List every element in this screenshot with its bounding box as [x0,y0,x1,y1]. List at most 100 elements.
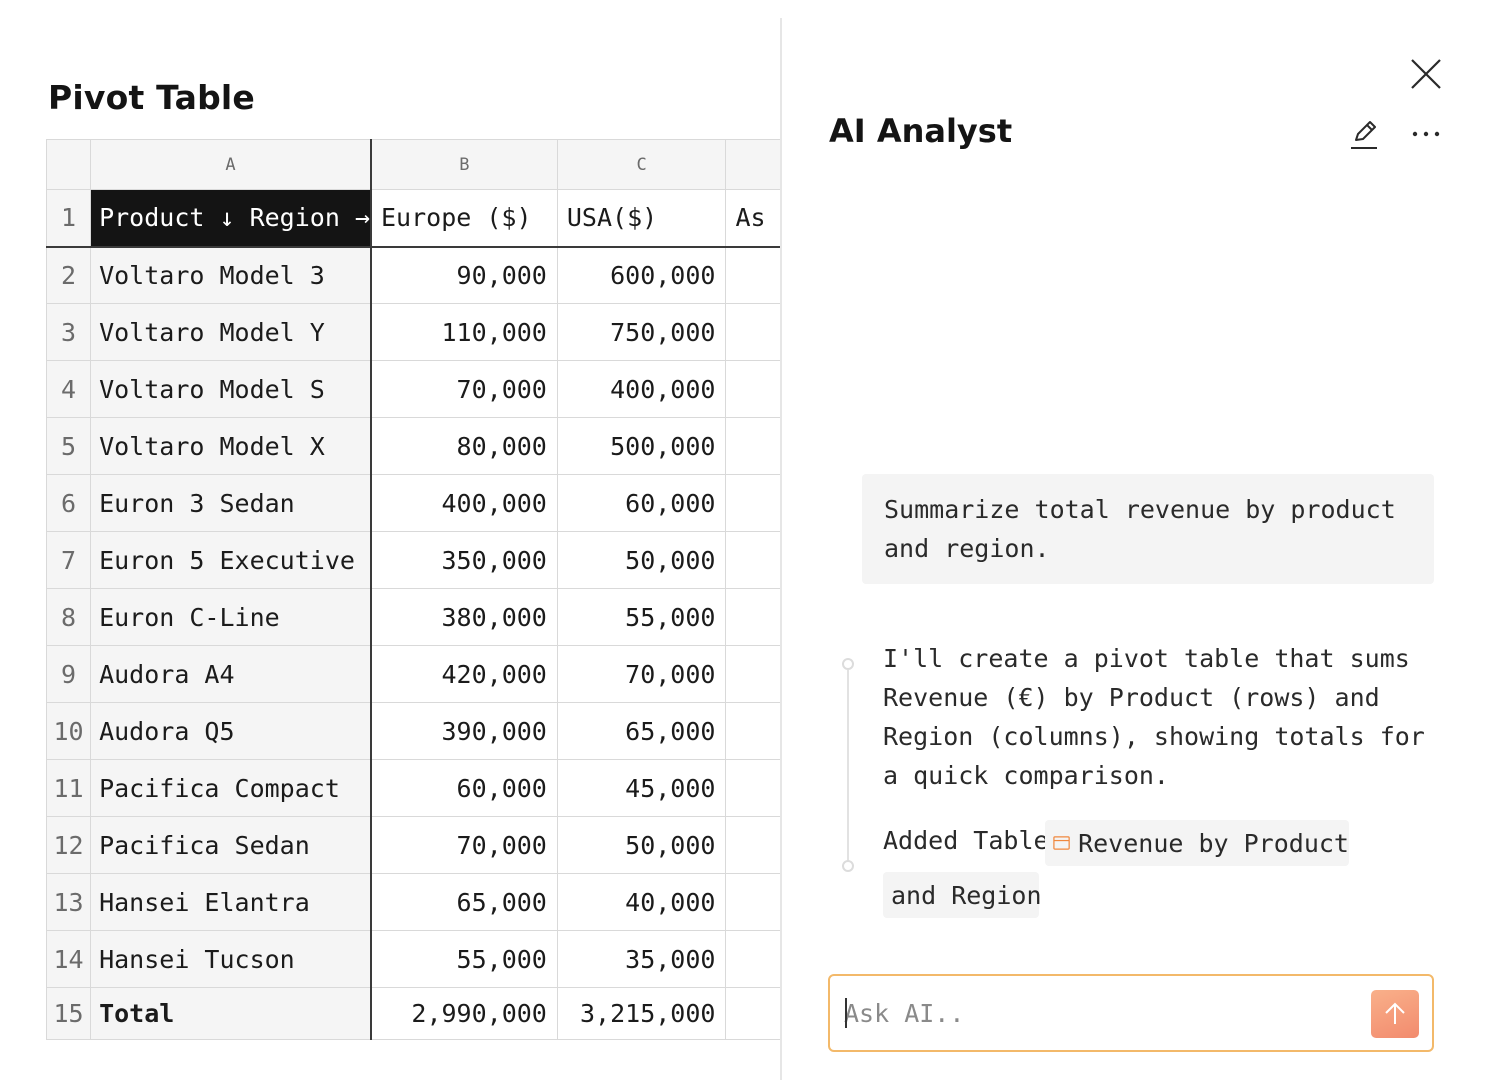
cell-product[interactable]: Hansei Tucson [90,930,373,988]
cell-header-partial[interactable]: As [725,189,781,248]
cell-product[interactable]: Euron 3 Sedan [90,474,373,532]
cell-europe[interactable]: 350,000 [370,531,558,589]
cell-europe[interactable]: 420,000 [370,645,558,703]
cell-partial[interactable] [725,360,781,418]
cell-europe[interactable]: 70,000 [370,816,558,874]
cell-product[interactable]: Voltaro Model Y [90,303,373,361]
arrow-up-icon [1385,1002,1405,1024]
row-number[interactable]: 5 [45,417,92,475]
cell-partial[interactable] [725,702,781,760]
table-row: 2 Voltaro Model 3 90,000 600,000 [45,246,781,304]
close-button[interactable] [1406,54,1446,94]
cell-product[interactable]: Voltaro Model X [90,417,373,475]
cell-europe[interactable]: 70,000 [370,360,558,418]
column-header-b[interactable]: B [370,139,558,190]
cell-europe[interactable]: 60,000 [370,759,558,817]
cell-usa[interactable]: 400,000 [556,360,727,418]
cell-europe[interactable]: 55,000 [370,930,558,988]
cell-europe[interactable]: 400,000 [370,474,558,532]
cell-usa[interactable]: 600,000 [556,246,727,304]
row-number[interactable]: 7 [45,531,92,589]
cell-partial[interactable] [725,873,781,931]
row-number[interactable]: 10 [45,702,92,760]
cell-usa[interactable]: 35,000 [556,930,727,988]
cell-product[interactable]: Audora A4 [90,645,373,703]
cell-usa[interactable]: 500,000 [556,417,727,475]
column-header-a[interactable]: A [90,139,373,190]
cell-total-partial[interactable] [725,987,781,1040]
cell-usa[interactable]: 50,000 [556,816,727,874]
cell-total-europe[interactable]: 2,990,000 [370,987,558,1040]
cell-partial[interactable] [725,303,781,361]
cell-header-europe[interactable]: Europe ($) [370,189,558,248]
cell-europe[interactable]: 390,000 [370,702,558,760]
cell-product[interactable]: Voltaro Model 3 [90,246,373,304]
cell-europe[interactable]: 80,000 [370,417,558,475]
more-options-button[interactable] [1408,116,1444,152]
sheet-pane: Pivot Table A B C 1 Product ↓ Region → E… [45,78,781,1040]
cell-europe[interactable]: 110,000 [370,303,558,361]
table-link-chip-continued[interactable]: and Region [883,872,1042,918]
table-link-chip[interactable]: Revenue by Product [1045,820,1349,866]
cell-europe[interactable]: 90,000 [370,246,558,304]
row-number[interactable]: 2 [45,246,92,304]
row-number[interactable]: 1 [45,189,92,248]
row-number[interactable]: 3 [45,303,92,361]
added-table-label: Added Table [883,826,1049,855]
cell-partial[interactable] [725,246,781,304]
row-number[interactable]: 12 [45,816,92,874]
cell-product[interactable]: Pacifica Compact [90,759,373,817]
column-header-row: A B C [45,139,781,190]
row-number[interactable]: 13 [45,873,92,931]
cell-europe[interactable]: 65,000 [370,873,558,931]
cell-pivot-header[interactable]: Product ↓ Region → [90,189,373,248]
row-number[interactable]: 9 [45,645,92,703]
cell-usa[interactable]: 50,000 [556,531,727,589]
cell-partial[interactable] [725,531,781,589]
table-row: 8 Euron C-Line 380,000 55,000 [45,588,781,646]
cell-partial[interactable] [725,645,781,703]
row-number[interactable]: 6 [45,474,92,532]
cell-partial[interactable] [725,417,781,475]
row-number[interactable]: 8 [45,588,92,646]
cell-partial[interactable] [725,588,781,646]
row-number[interactable]: 11 [45,759,92,817]
column-header-c[interactable]: C [556,139,727,190]
cell-product[interactable]: Euron 5 Executive [90,531,373,589]
cell-usa[interactable]: 70,000 [556,645,727,703]
row-number[interactable]: 4 [45,360,92,418]
cell-usa[interactable]: 65,000 [556,702,727,760]
pane-divider[interactable] [780,18,782,1080]
table-row: 11 Pacifica Compact 60,000 45,000 [45,759,781,817]
cell-product[interactable]: Audora Q5 [90,702,373,760]
send-button[interactable] [1371,990,1419,1038]
cell-header-usa[interactable]: USA($) [556,189,727,248]
ai-analyst-panel: AI Analyst Summarize total revenue by pr… [782,0,1498,1080]
cell-partial[interactable] [725,930,781,988]
cell-partial[interactable] [725,816,781,874]
cell-product[interactable]: Pacifica Sedan [90,816,373,874]
table-row: 5 Voltaro Model X 80,000 500,000 [45,417,781,475]
ask-ai-input[interactable] [844,990,1354,1036]
cell-product[interactable]: Voltaro Model S [90,360,373,418]
cell-total-usa[interactable]: 3,215,000 [556,987,727,1040]
cell-usa[interactable]: 45,000 [556,759,727,817]
cell-partial[interactable] [725,474,781,532]
cell-usa[interactable]: 750,000 [556,303,727,361]
cell-usa[interactable]: 55,000 [556,588,727,646]
edit-button[interactable] [1346,116,1382,152]
row-number[interactable]: 14 [45,930,92,988]
cell-usa[interactable]: 40,000 [556,873,727,931]
cell-partial[interactable] [725,759,781,817]
cell-usa[interactable]: 60,000 [556,474,727,532]
cell-total-label[interactable]: Total [90,987,373,1040]
cell-product[interactable]: Euron C-Line [90,588,373,646]
cell-europe[interactable]: 380,000 [370,588,558,646]
table-row: 6 Euron 3 Sedan 400,000 60,000 [45,474,781,532]
cell-product[interactable]: Hansei Elantra [90,873,373,931]
sheet-title: Pivot Table [48,78,255,117]
column-header-d[interactable] [725,139,781,190]
table-row: 9 Audora A4 420,000 70,000 [45,645,781,703]
row-number[interactable]: 15 [45,987,92,1040]
corner-cell[interactable] [45,139,92,190]
